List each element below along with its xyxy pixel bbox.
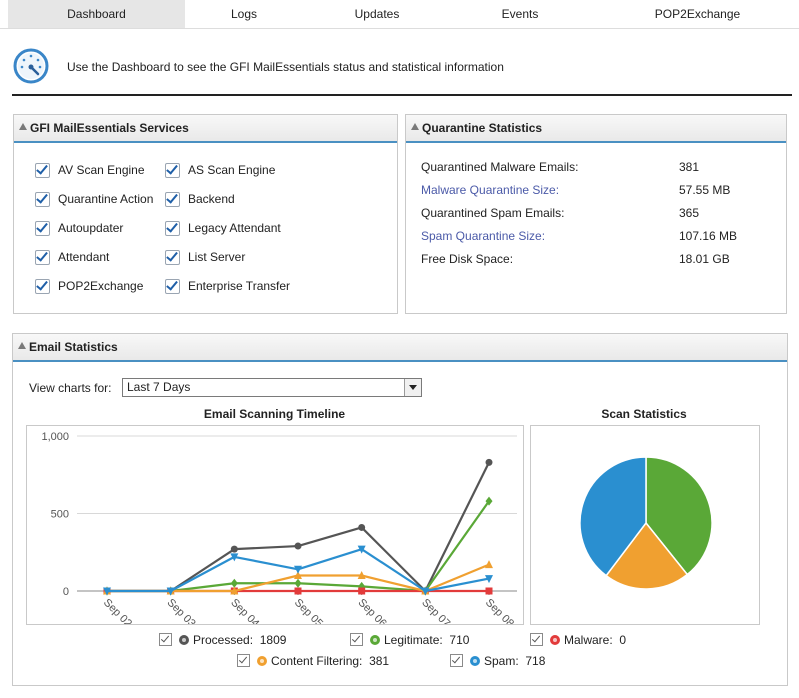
quarantine-value: 57.55 MB xyxy=(679,183,731,197)
period-select-value: Last 7 Days xyxy=(127,380,191,394)
legend-checkbox[interactable] xyxy=(350,633,363,646)
content-filtering-dot-icon xyxy=(257,656,267,666)
tab-logs[interactable]: Logs xyxy=(230,7,258,21)
check-icon xyxy=(35,192,50,207)
services-panel-header[interactable]: GFI MailEssentials Services xyxy=(14,115,397,143)
check-icon xyxy=(165,279,180,294)
quarantine-panel-header[interactable]: Quarantine Statistics xyxy=(406,115,786,143)
data-point xyxy=(294,542,302,550)
data-point xyxy=(294,578,302,588)
quarantine-panel: Quarantine Statistics Quarantined Malwar… xyxy=(405,114,787,314)
collapse-icon[interactable] xyxy=(411,123,419,130)
tab-pop2exchange[interactable]: POP2Exchange xyxy=(654,7,741,21)
tab-events[interactable]: Events xyxy=(501,7,539,21)
tab-bar: Dashboard Logs Updates Events POP2Exchan… xyxy=(0,0,799,29)
pie-slice-spam xyxy=(579,456,647,577)
pie-slice-content-filtering xyxy=(605,521,689,590)
data-point xyxy=(294,587,302,595)
malware-quarantine-size-link[interactable]: Malware Quarantine Size: xyxy=(421,183,560,197)
data-point xyxy=(103,587,111,596)
check-icon xyxy=(165,192,180,207)
x-tick-label: Sep 07 xyxy=(419,597,452,624)
x-tick-label: Sep 03 xyxy=(165,597,198,624)
pie-chart-box xyxy=(530,425,760,625)
legitimate-dot-icon xyxy=(370,635,380,645)
data-point xyxy=(230,553,239,562)
email-stats-panel-title: Email Statistics xyxy=(29,340,118,354)
email-stats-panel-header[interactable]: Email Statistics xyxy=(13,334,787,362)
quarantine-value: 18.01 GB xyxy=(679,252,730,266)
quarantine-value: 107.16 MB xyxy=(679,229,738,243)
legend-checkbox[interactable] xyxy=(530,633,543,646)
x-tick-label: Sep 05 xyxy=(292,597,325,624)
services-panel: GFI MailEssentials Services AV Scan Engi… xyxy=(13,114,398,314)
processed-dot-icon xyxy=(179,635,189,645)
data-point xyxy=(230,578,238,588)
quarantine-label: Quarantined Spam Emails: xyxy=(421,206,565,220)
view-charts-label: View charts for: xyxy=(29,381,112,395)
timeline-chart-title: Email Scanning Timeline xyxy=(203,407,346,421)
scan-statistics-pie xyxy=(579,456,713,590)
y-tick-label: 1,000 xyxy=(41,431,69,443)
x-tick-label: Sep 06 xyxy=(356,597,389,624)
gauge-icon xyxy=(13,48,49,84)
y-tick-label: 500 xyxy=(51,509,69,521)
pie-chart-title: Scan Statistics xyxy=(601,407,687,421)
timeline-chart: 0 500 1,000 Sep 02 Sep 03 Sep 04 Sep 05 Sep 06 S… xyxy=(41,431,517,630)
legend-checkbox[interactable] xyxy=(237,654,250,667)
spam-quarantine-size-link[interactable]: Spam Quarantine Size: xyxy=(421,229,546,243)
data-point xyxy=(485,587,493,595)
intro-section: Use the Dashboard to see the GFI MailEss… xyxy=(12,42,792,96)
period-select[interactable]: Last 7 Days xyxy=(122,378,422,397)
spam-dot-icon xyxy=(470,656,480,666)
quarantine-value: 381 xyxy=(679,160,700,174)
tab-dashboard[interactable]: Dashboard xyxy=(8,0,185,28)
check-icon xyxy=(35,279,50,294)
collapse-icon[interactable] xyxy=(19,123,27,130)
data-point xyxy=(357,571,366,579)
y-tick-label: 0 xyxy=(63,586,69,598)
data-point xyxy=(358,587,366,595)
collapse-icon[interactable] xyxy=(18,342,26,349)
data-point xyxy=(358,523,366,531)
legend-checkbox[interactable] xyxy=(450,654,463,667)
pie-slice-legitimate xyxy=(645,456,713,576)
quarantine-label: Free Disk Space: xyxy=(421,252,514,266)
check-icon xyxy=(165,221,180,236)
check-icon xyxy=(35,221,50,236)
data-point xyxy=(485,575,493,584)
timeline-chart-box: 0 500 1,000 Sep 02 Sep 03 Sep 04 Sep 05 Sep 06 S… xyxy=(26,425,524,630)
legend-checkbox[interactable] xyxy=(159,633,172,646)
check-icon xyxy=(165,163,180,178)
data-point xyxy=(357,545,366,554)
data-point xyxy=(294,565,302,574)
data-point xyxy=(230,586,239,595)
data-point xyxy=(421,587,430,596)
data-point xyxy=(230,545,238,553)
services-panel-title: GFI MailEssentials Services xyxy=(30,121,189,135)
chevron-down-icon[interactable] xyxy=(404,379,421,396)
check-icon xyxy=(165,250,180,265)
check-icon xyxy=(35,250,50,265)
data-point xyxy=(166,587,175,596)
x-tick-label: Sep 04 xyxy=(228,597,261,624)
quarantine-label: Quarantined Malware Emails: xyxy=(421,160,579,174)
quarantine-value: 365 xyxy=(679,206,700,220)
data-point xyxy=(485,496,493,506)
x-tick-label: Sep 02 xyxy=(101,597,134,624)
malware-dot-icon xyxy=(550,635,560,645)
tab-updates[interactable]: Updates xyxy=(354,7,400,21)
quarantine-panel-title: Quarantine Statistics xyxy=(422,121,543,135)
x-tick-label: Sep 08 xyxy=(483,597,516,624)
data-point xyxy=(294,571,302,579)
check-icon xyxy=(35,163,50,178)
data-point xyxy=(485,458,493,466)
intro-text: Use the Dashboard to see the GFI MailEss… xyxy=(67,60,504,74)
data-point xyxy=(485,560,493,569)
